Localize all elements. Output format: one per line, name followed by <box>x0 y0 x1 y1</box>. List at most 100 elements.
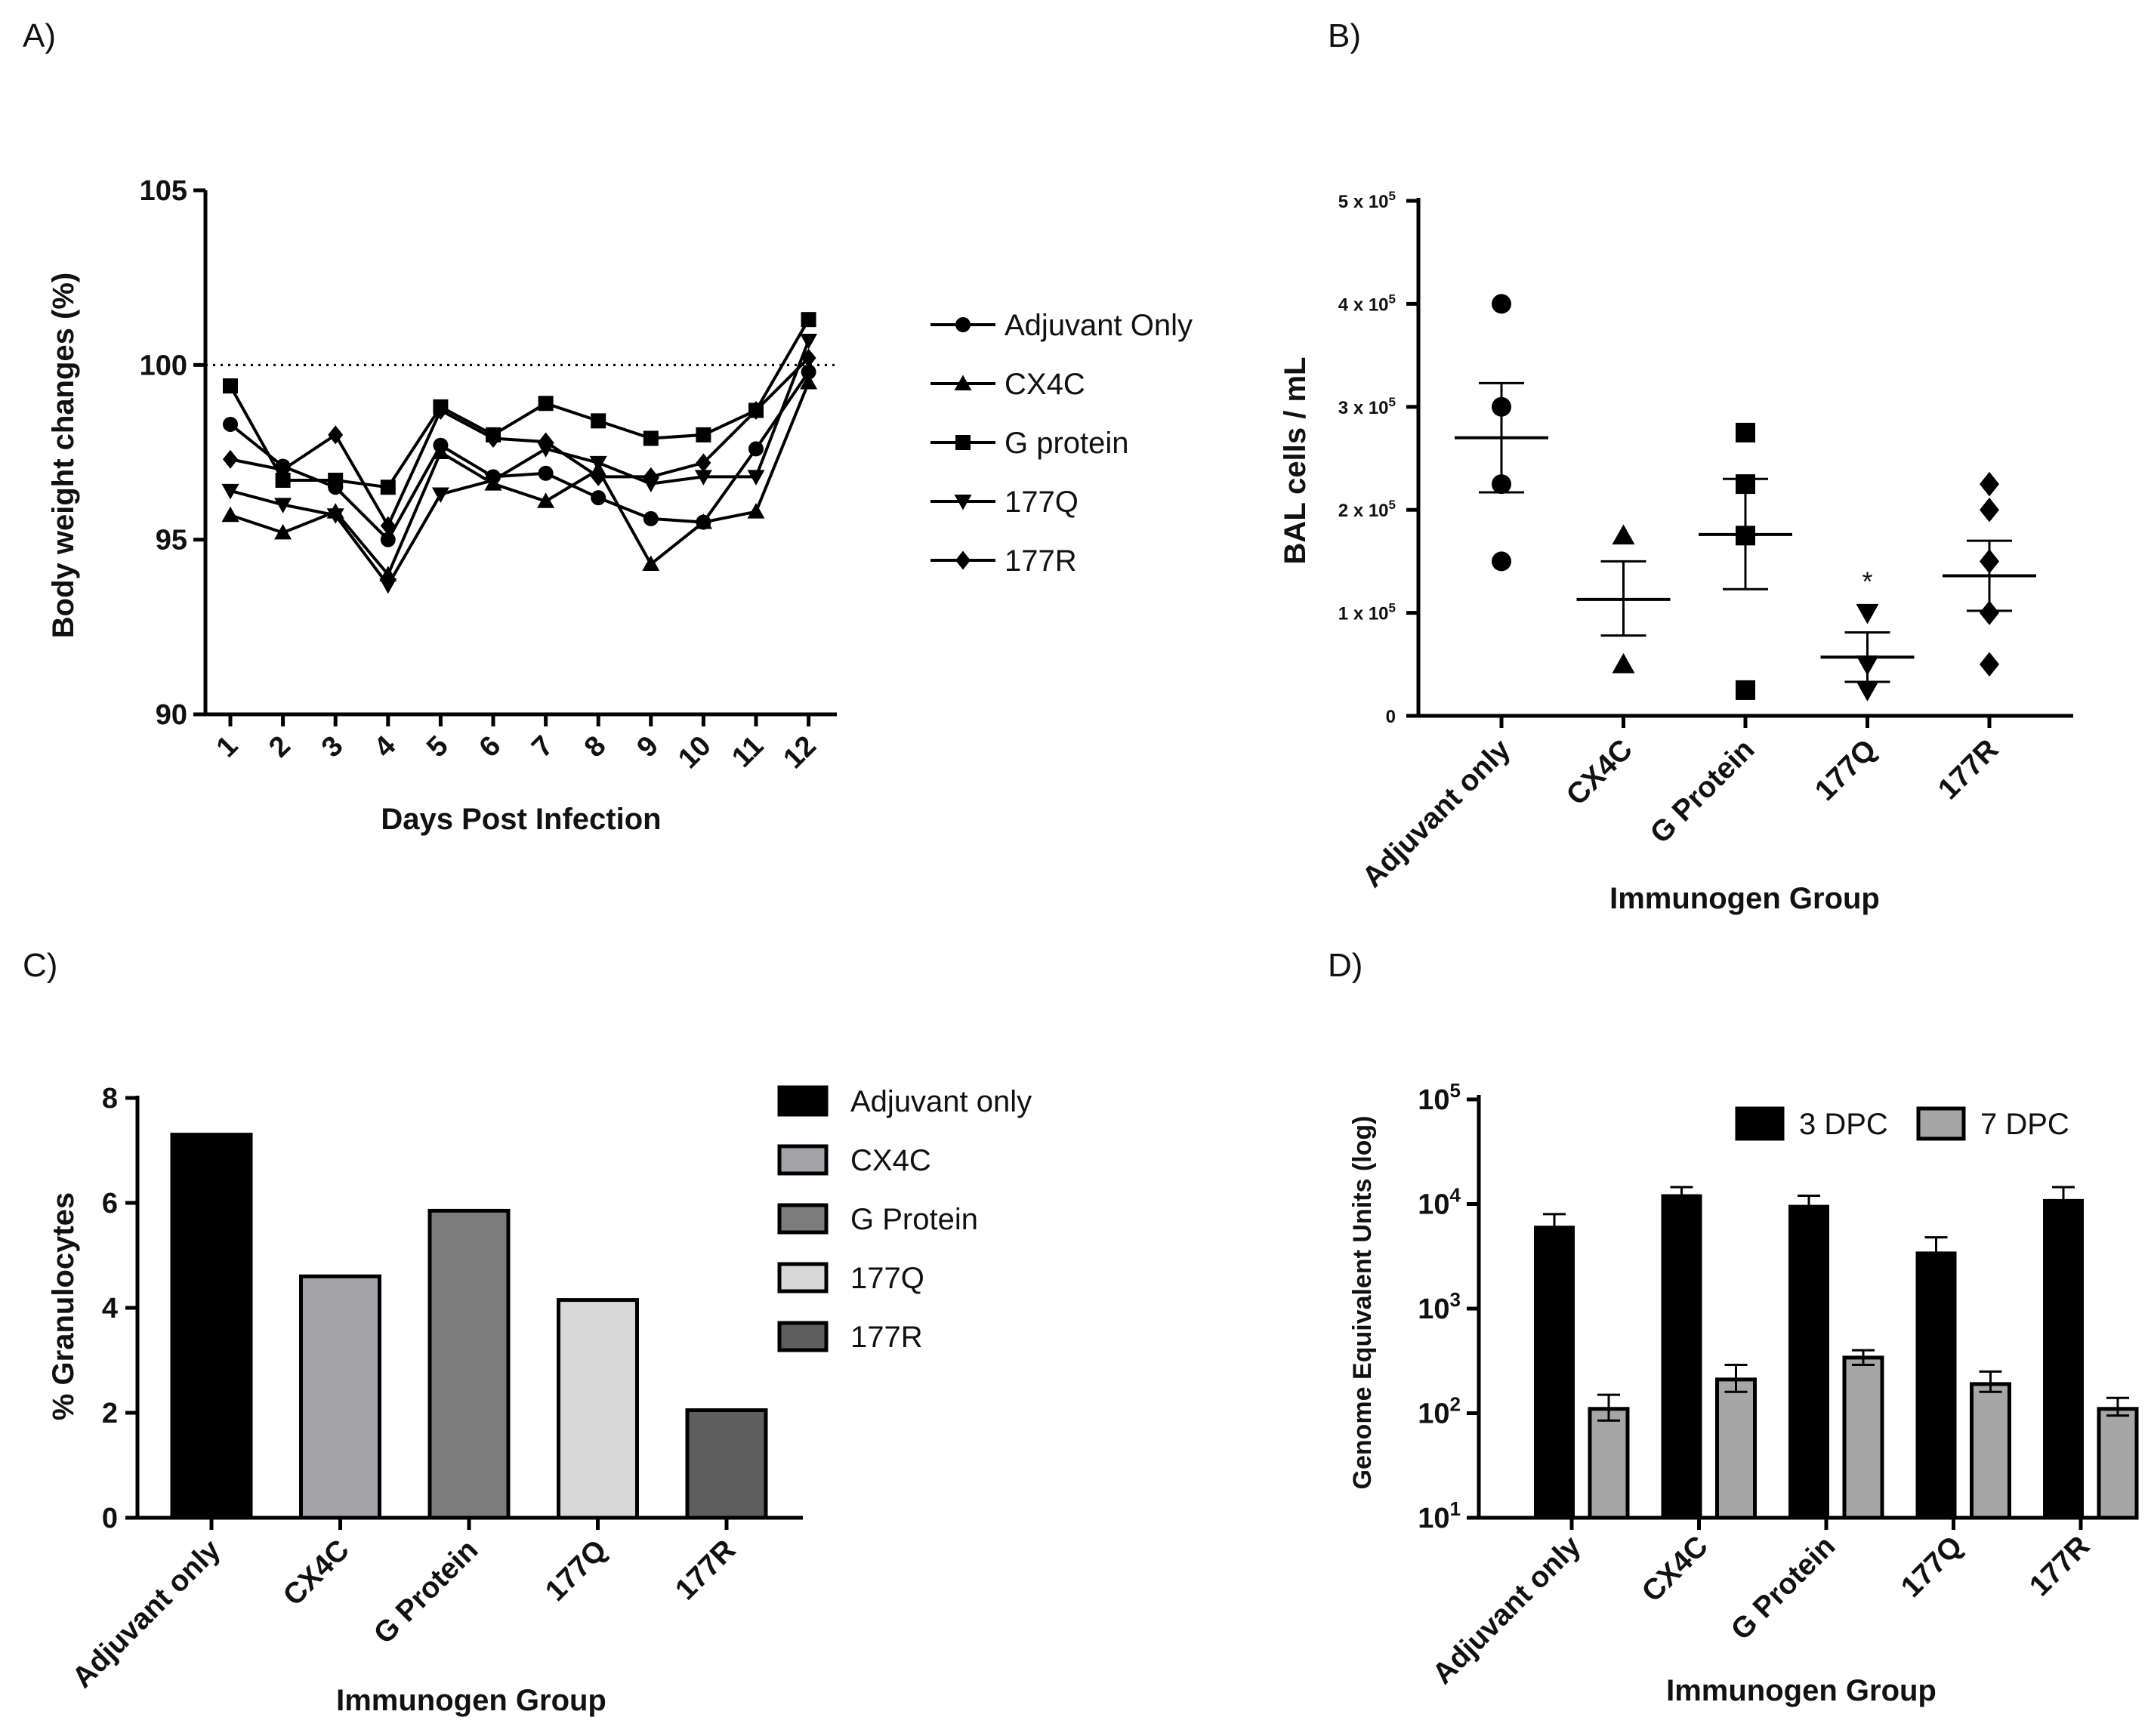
panel-b-data-point <box>1612 652 1635 674</box>
panel-a-data-point <box>643 510 659 526</box>
panel-d-x-tick-label: 177Q <box>1895 1530 1969 1604</box>
panel-d-bar-7dpc <box>1970 1382 2011 1520</box>
panel-a-series-line <box>230 381 810 578</box>
panel-b-x-tick-label: 177R <box>1932 733 2004 806</box>
panel-b-data-point <box>1980 549 1999 574</box>
panel-d-log-bar-chart: D) Genome Equivalent Units (log) Immunog… <box>1328 947 2139 1707</box>
panel-b-label: B) <box>1328 17 1361 54</box>
panel-a-x-tick-label: 12 <box>777 730 822 775</box>
panel-a-legend-label: Adjuvant Only <box>1005 309 1193 342</box>
panel-a-data-point <box>694 470 712 486</box>
panel-a-data-point <box>538 465 554 481</box>
panel-c-y-tick-label: 0 <box>102 1503 118 1534</box>
panel-a-data-point <box>484 473 502 489</box>
panel-a-data-point <box>275 460 291 479</box>
panel-d-legend-label: 3 DPC <box>1799 1108 1888 1141</box>
panel-a-data-point <box>591 490 606 506</box>
panel-a-data-point <box>747 503 765 519</box>
panel-b-y-axis-title: BAL cells / mL <box>1279 357 1312 565</box>
panel-d-legend-swatch <box>1916 1106 1966 1141</box>
panel-b-x-tick-label: Adjuvant only <box>1356 733 1517 894</box>
panel-d-x-tick-label: Adjuvant only <box>1427 1530 1588 1691</box>
panel-a-x-tick-label: 10 <box>672 730 718 775</box>
panel-a-data-point <box>642 555 660 572</box>
panel-b-data-point <box>1736 422 1755 442</box>
panel-a-data-point <box>221 483 239 500</box>
panel-c-legend-label: 177Q <box>850 1262 924 1295</box>
panel-b-data-point <box>1856 655 1879 676</box>
panel-a-data-point <box>800 333 818 350</box>
panel-b-y-tick-label: 2 x 105 <box>1338 498 1396 521</box>
panel-b-x-tick-label: CX4C <box>1560 733 1639 812</box>
panel-a-label: A) <box>23 17 56 54</box>
panel-c-legend-label: G Protein <box>850 1203 978 1236</box>
panel-c-legend-swatch <box>777 1085 829 1117</box>
panel-a-legend-marker <box>955 435 971 450</box>
panel-b-data-point <box>1492 551 1511 572</box>
panel-d-x-axis-title: Immunogen Group <box>1666 1674 1937 1707</box>
panel-c-y-tick-label: 8 <box>102 1083 118 1115</box>
panel-a-x-tick-label: 5 <box>421 730 455 764</box>
panel-a-x-tick-label: 1 <box>211 730 245 764</box>
panel-b-scatter-chart: B) BAL cells / mL Immunogen Group 0 1 x 1… <box>1279 17 2073 915</box>
panel-a-data-point <box>328 473 344 489</box>
panel-d-bar-3dpc <box>2043 1198 2084 1520</box>
panel-d-x-tick-label: 177R <box>2023 1530 2096 1602</box>
panel-a-legend-label: 177Q <box>1005 486 1079 519</box>
panel-d-x-tick-label: CX4C <box>1636 1530 1714 1608</box>
panel-a-y-tick-label: 90 <box>156 699 187 731</box>
panel-d-bar-3dpc <box>1915 1251 1957 1519</box>
panel-d-y-tick-label: 102 <box>1418 1393 1461 1430</box>
panel-b-data-point <box>1980 497 1999 523</box>
panel-a-legend-marker <box>955 317 971 332</box>
panel-d-bar-7dpc <box>1842 1355 1884 1520</box>
panel-a-data-point <box>379 578 397 594</box>
panel-a-data-point <box>591 467 606 486</box>
panel-d-y-tick-label: 104 <box>1418 1184 1461 1221</box>
panel-d-x-tick-label: G Protein <box>1725 1530 1842 1647</box>
panel-a-data-point <box>696 427 711 442</box>
panel-a-data-point <box>486 428 501 448</box>
panel-a-x-tick-label: 6 <box>474 730 508 764</box>
panel-c-x-tick-label: CX4C <box>277 1534 356 1612</box>
panel-a-legend-label: G protein <box>1005 427 1129 460</box>
panel-a-x-tick-label: 4 <box>369 730 403 764</box>
panel-b-data-point <box>1492 474 1511 495</box>
panel-c-bar <box>427 1208 511 1520</box>
panel-c-bar <box>170 1133 253 1520</box>
panel-a-data-point <box>801 364 816 380</box>
panel-d-bar-7dpc <box>2097 1407 2139 1520</box>
panel-c-x-tick-label: Adjuvant only <box>66 1534 227 1694</box>
panel-a-data-point <box>274 523 292 540</box>
panel-d-bar-7dpc <box>1715 1377 1757 1520</box>
panel-c-x-tick-label: G Protein <box>368 1534 485 1651</box>
panel-a-series-line <box>229 371 810 542</box>
panel-a-x-tick-label: 3 <box>316 730 350 764</box>
panel-c-legend-swatch <box>777 1203 829 1235</box>
panel-b-data-point <box>1980 652 1999 677</box>
panel-c-y-tick-label: 2 <box>102 1398 118 1429</box>
panel-c-y-tick-label: 6 <box>102 1188 118 1220</box>
panel-c-legend-swatch <box>777 1262 829 1294</box>
panel-d-y-axis-title: Genome Equivalent Units (log) <box>1348 1116 1377 1490</box>
panel-a-series-line <box>230 356 810 529</box>
panel-c-legend-label: CX4C <box>850 1144 931 1177</box>
panel-d-bar-3dpc <box>1661 1194 1702 1520</box>
panel-a-series-line <box>230 340 810 588</box>
panel-b-x-tick-label: 177Q <box>1809 733 1883 807</box>
panel-b-x-tick-label: G Protein <box>1644 733 1761 850</box>
panel-a-data-point <box>223 416 238 432</box>
panel-c-y-tick-label: 4 <box>102 1293 118 1324</box>
panel-a-x-tick-label: 2 <box>263 730 297 764</box>
panel-a-data-point <box>800 373 818 390</box>
panel-a-data-point <box>431 443 449 459</box>
panel-a-data-point <box>433 400 449 420</box>
panel-d-label: D) <box>1328 947 1363 984</box>
panel-a-data-point <box>801 348 816 368</box>
panel-a-data-point <box>538 396 554 412</box>
panel-a-legend-marker <box>954 375 972 390</box>
panel-c-label: C) <box>23 947 57 984</box>
panel-c-legend-swatch <box>777 1144 829 1176</box>
panel-a-data-point <box>328 425 344 445</box>
panel-d-bar-3dpc <box>1788 1204 1829 1520</box>
